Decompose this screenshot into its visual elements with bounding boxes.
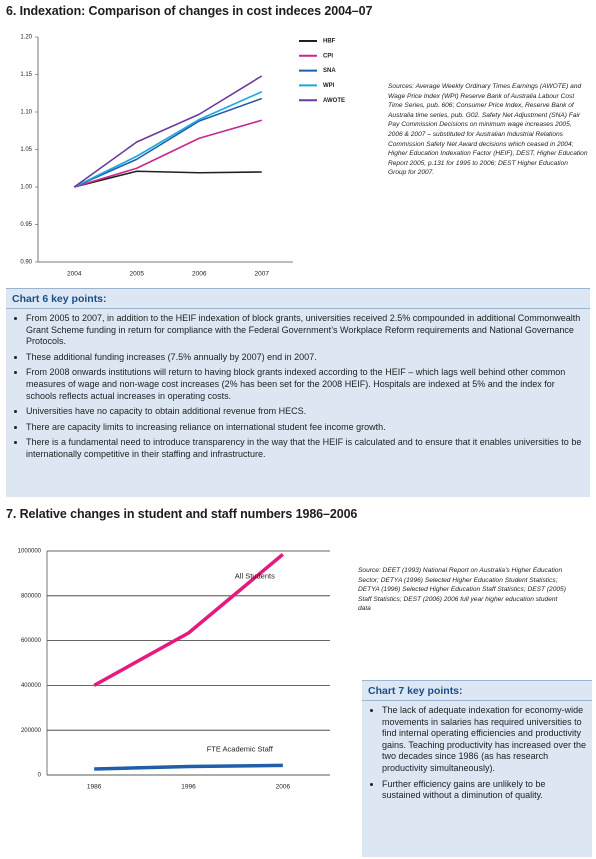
x-tick-label: 1986 (87, 784, 102, 791)
legend-label: CPI (323, 53, 333, 59)
y-tick-label: 400000 (21, 683, 42, 689)
chart-title: 6. Indexation: Comparison of changes in … (6, 4, 373, 18)
legend-label: AWOTE (323, 98, 345, 104)
series-line (73, 75, 263, 188)
source-note: Source: DEET (1993) National Report on A… (358, 567, 566, 613)
series-line (73, 97, 263, 188)
key-point: There are capacity limits to increasing … (26, 422, 584, 434)
y-tick-label: 800000 (21, 593, 42, 599)
y-tick-label: 200000 (21, 728, 42, 734)
key-point: From 2008 onwards institutions will retu… (26, 367, 584, 402)
y-tick-label: 0.95 (20, 222, 32, 228)
x-tick-label: 2004 (67, 271, 82, 278)
key-points-box: Chart 6 key points: From 2005 to 2007, i… (6, 288, 590, 497)
key-points-box: Chart 7 key points: The lack of adequate… (362, 680, 592, 857)
y-tick-label: 0 (38, 773, 42, 779)
series-label: FTE Academic Staff (207, 744, 274, 753)
series-line (74, 170, 262, 188)
x-tick-label: 2006 (276, 784, 291, 791)
key-point: There is a fundamental need to introduce… (26, 437, 584, 460)
legend-label: HBF (323, 39, 336, 45)
y-tick-label: 600000 (21, 638, 42, 644)
y-tick-label: 1.05 (20, 147, 32, 153)
key-point: From 2005 to 2007, in addition to the HE… (26, 313, 584, 348)
key-point: These additional funding increases (7.5%… (26, 352, 584, 364)
series-line (73, 91, 263, 188)
x-tick-label: 2006 (192, 271, 207, 278)
key-point: The lack of adequate indexation for econ… (382, 705, 586, 775)
key-point: Further efficiency gains are unlikely to… (382, 779, 586, 802)
y-tick-label: 1.10 (20, 110, 32, 116)
y-tick-label: 1000000 (18, 549, 42, 555)
y-tick-label: 1.15 (20, 72, 32, 78)
x-tick-label: 1996 (181, 784, 196, 791)
box-title: Chart 6 key points: (6, 289, 590, 309)
y-tick-label: 1.00 (20, 185, 32, 191)
source-note: Sources: Average Weekly Ordinary Times E… (388, 83, 588, 177)
key-points-list: From 2005 to 2007, in addition to the HE… (6, 313, 590, 461)
key-point: Universities have no capacity to obtain … (26, 406, 584, 418)
x-tick-label: 2005 (130, 271, 145, 278)
legend-label: SNA (323, 68, 336, 74)
box-title: Chart 7 key points: (362, 681, 592, 701)
chart-title: 7. Relative changes in student and staff… (6, 507, 358, 521)
x-tick-label: 2007 (255, 271, 270, 278)
series-line (74, 119, 262, 188)
key-points-list: The lack of adequate indexation for econ… (362, 705, 592, 802)
series-line (93, 553, 284, 687)
series-label: All Students (235, 571, 275, 580)
y-tick-label: 0.90 (20, 260, 32, 266)
y-tick-label: 1.20 (20, 35, 32, 41)
series-line (94, 763, 283, 771)
legend-label: WPI (323, 83, 335, 89)
